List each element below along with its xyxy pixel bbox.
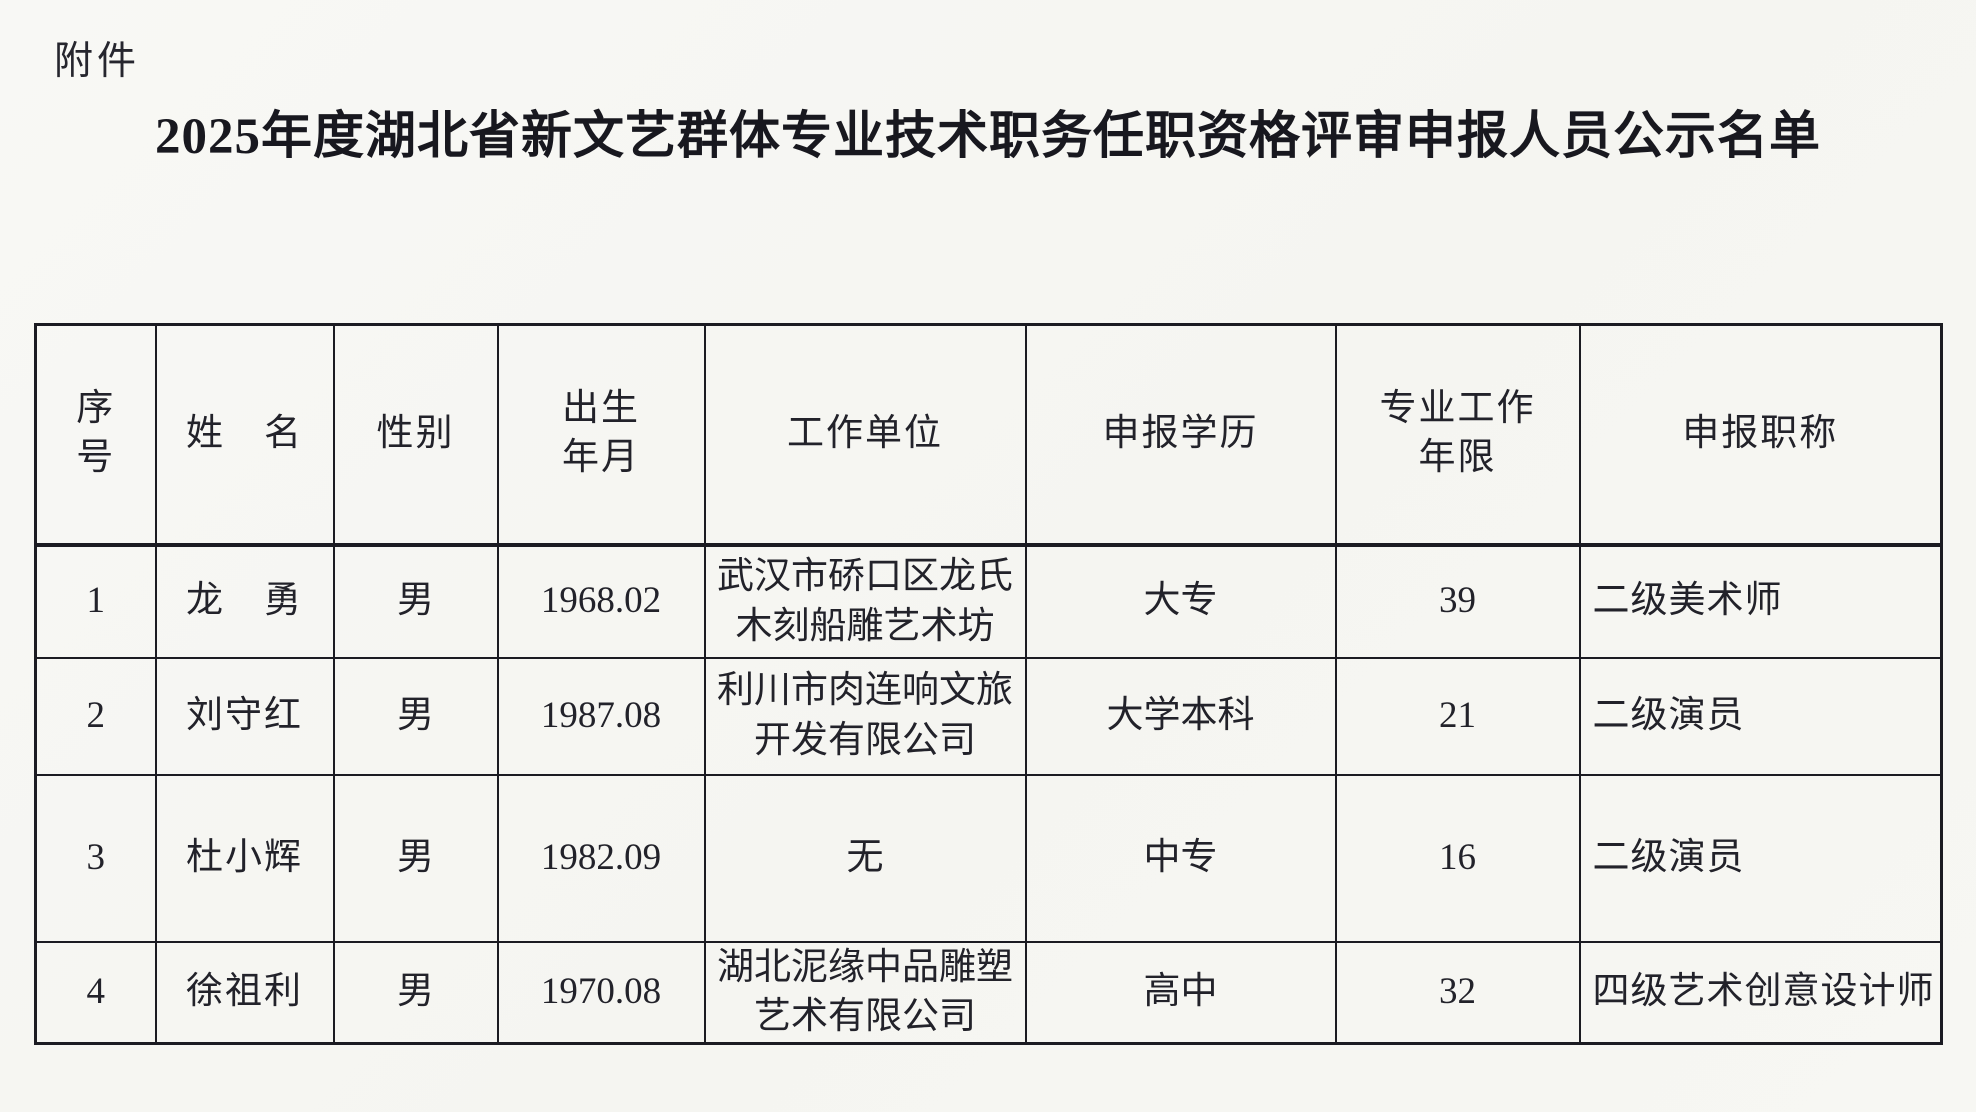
cell-work-years: 16 [1334, 773, 1581, 943]
cell-work-years: 39 [1334, 543, 1581, 659]
cell-work-unit: 利川市肉连响文旅开发有限公司 [703, 656, 1027, 776]
cell-work-unit: 武汉市硚口区龙氏木刻船雕艺术坊 [703, 543, 1027, 659]
cell-birth-date: 1968.02 [496, 543, 706, 659]
cell-serial-number: 4 [34, 940, 157, 1045]
cell-work-years: 32 [1334, 940, 1581, 1045]
table-row: 3 杜小辉 男 1982.09 无 中专 16 二级演员 [34, 773, 1943, 943]
cell-gender: 男 [332, 656, 499, 776]
cell-serial-number: 1 [34, 543, 157, 659]
cell-work-unit: 无 [703, 773, 1027, 943]
col-header-education: 申报学历 [1024, 323, 1337, 547]
cell-serial-number: 2 [34, 656, 157, 776]
cell-serial-number: 3 [34, 773, 157, 943]
cell-birth-date: 1970.08 [496, 940, 706, 1045]
col-header-gender: 性别 [332, 323, 499, 547]
attachment-label: 附件 [54, 40, 141, 83]
cell-gender: 男 [332, 773, 499, 943]
cell-gender: 男 [332, 940, 499, 1045]
cell-birth-date: 1987.08 [496, 656, 706, 776]
cell-applied-title: 二级演员 [1578, 773, 1943, 943]
cell-education: 中专 [1024, 773, 1337, 943]
applicants-table: 序 号 姓 名 性别 出生 年月 工作单位 申报学历 专业工作 年限 申报职称 … [34, 323, 1943, 1046]
page-title: 2025年度湖北省新文艺群体专业技术职务任职资格评审申报人员公示名单 [154, 109, 1821, 165]
cell-education: 高中 [1024, 940, 1337, 1045]
table-row: 1 龙 勇 男 1968.02 武汉市硚口区龙氏木刻船雕艺术坊 大专 39 二级… [34, 543, 1943, 659]
col-header-name: 姓 名 [154, 323, 335, 547]
cell-name: 杜小辉 [154, 773, 335, 943]
cell-applied-title: 二级美术师 [1578, 543, 1943, 659]
cell-name: 徐祖利 [154, 940, 335, 1045]
cell-work-years: 21 [1334, 656, 1581, 776]
cell-name: 龙 勇 [154, 543, 335, 659]
cell-applied-title: 四级艺术创意设计师 [1578, 940, 1943, 1045]
col-header-work-years: 专业工作 年限 [1334, 323, 1581, 547]
table-row: 2 刘守红 男 1987.08 利川市肉连响文旅开发有限公司 大学本科 21 二… [34, 656, 1943, 776]
col-header-applied-title: 申报职称 [1578, 323, 1943, 547]
cell-gender: 男 [332, 543, 499, 659]
cell-birth-date: 1982.09 [496, 773, 706, 943]
col-header-work-unit: 工作单位 [703, 323, 1027, 547]
cell-education: 大学本科 [1024, 656, 1337, 776]
cell-work-unit: 湖北泥缘中品雕塑艺术有限公司 [703, 940, 1027, 1045]
col-header-serial-number: 序 号 [34, 323, 157, 547]
cell-applied-title: 二级演员 [1578, 656, 1943, 776]
table-row: 4 徐祖利 男 1970.08 湖北泥缘中品雕塑艺术有限公司 高中 32 四级艺… [34, 940, 1943, 1045]
table-header-row: 序 号 姓 名 性别 出生 年月 工作单位 申报学历 专业工作 年限 申报职称 [34, 323, 1943, 547]
cell-name: 刘守红 [154, 656, 335, 776]
col-header-birth-date: 出生 年月 [496, 323, 706, 547]
cell-education: 大专 [1024, 543, 1337, 659]
